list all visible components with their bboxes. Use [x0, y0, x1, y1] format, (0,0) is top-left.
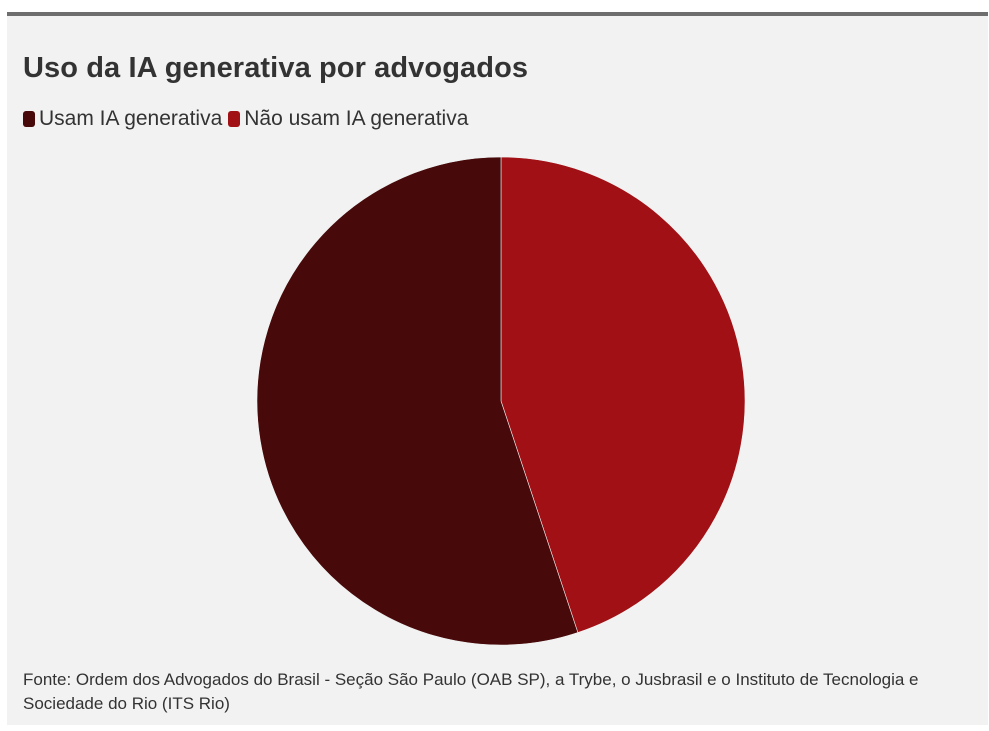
legend-swatch-usam: [23, 111, 35, 127]
chart-title: Uso da IA generativa por advogados: [23, 52, 529, 84]
pie-chart: [256, 156, 746, 646]
chart-legend: Usam IA generativa Não usam IA generativ…: [23, 107, 474, 131]
legend-label-nao-usam: Não usam IA generativa: [244, 107, 469, 130]
legend-item-usam[interactable]: Usam IA generativa: [23, 107, 222, 131]
pie-slice-nao-usam[interactable]: [500, 156, 746, 633]
legend-swatch-nao-usam: [228, 111, 241, 127]
legend-item-nao-usam[interactable]: Não usam IA generativa: [228, 107, 468, 131]
legend-label-usam: Usam IA generativa: [39, 107, 223, 130]
source-note: Fonte: Ordem dos Advogados do Brasil - S…: [23, 670, 919, 713]
chart-card: Uso da IA generativa por advogados Usam …: [7, 12, 988, 725]
pie-slice-usam[interactable]: [256, 156, 579, 646]
